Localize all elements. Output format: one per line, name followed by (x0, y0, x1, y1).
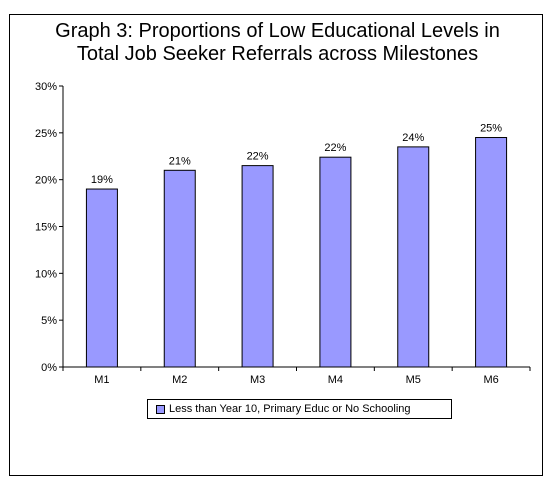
chart-title-line-1: Graph 3: Proportions of Low Educational … (55, 20, 500, 42)
y-tick-label: 5% (41, 315, 57, 327)
data-label: 19% (91, 174, 113, 186)
y-tick-label: 25% (35, 128, 57, 140)
y-tick-label: 30% (35, 81, 57, 93)
bar (475, 137, 508, 368)
x-tick-label: M3 (250, 374, 265, 386)
x-tick-label: M5 (406, 374, 421, 386)
bar (397, 146, 430, 368)
data-label: 22% (247, 151, 269, 163)
x-tick-label: M6 (483, 374, 498, 386)
x-tick-label: M1 (94, 374, 109, 386)
x-tick-label: M2 (172, 374, 187, 386)
chart-title: Graph 3: Proportions of Low Educational … (0, 20, 555, 66)
legend-label: Less than Year 10, Primary Educ or No Sc… (169, 403, 411, 415)
bar (163, 169, 196, 368)
chart-title-line-2: Total Job Seeker Referrals across Milest… (76, 43, 479, 65)
data-label: 21% (169, 155, 191, 167)
bar (85, 188, 118, 368)
bar (319, 156, 352, 368)
data-label: 24% (402, 132, 424, 144)
y-tick-label: 20% (35, 175, 57, 187)
bar (241, 165, 274, 368)
data-label: 25% (480, 123, 502, 135)
legend-swatch (156, 404, 165, 414)
y-tick-label: 0% (41, 362, 57, 374)
x-tick-label: M4 (328, 374, 343, 386)
y-tick-label: 10% (35, 268, 57, 280)
data-label: 22% (324, 142, 346, 154)
chart-legend: Less than Year 10, Primary Educ or No Sc… (147, 399, 452, 419)
y-tick-label: 15% (35, 222, 57, 234)
